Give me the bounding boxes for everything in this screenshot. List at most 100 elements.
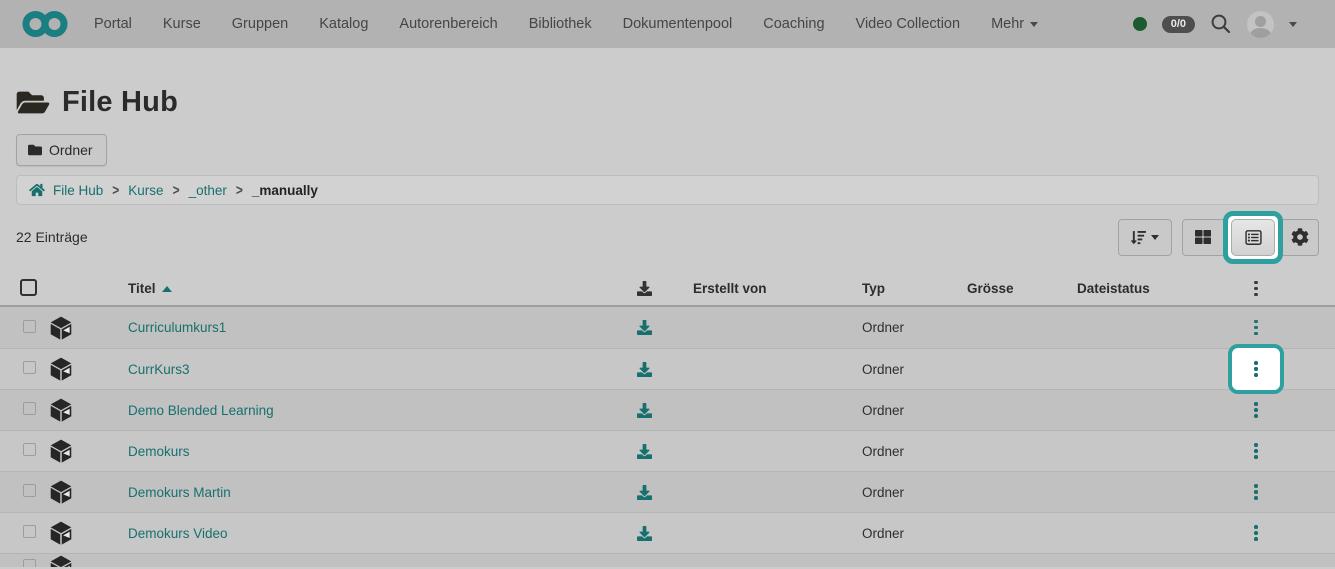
nav-item-mehr[interactable]: Mehr: [991, 16, 1039, 32]
home-icon[interactable]: [29, 183, 45, 197]
course-cube-icon: [50, 521, 72, 545]
gear-icon: [1291, 228, 1308, 246]
column-settings-icon[interactable]: [1254, 280, 1258, 297]
column-header-erstellt-von[interactable]: Erstellt von: [693, 281, 767, 296]
column-header-dateistatus[interactable]: Dateistatus: [1077, 281, 1150, 296]
breadcrumb-link-filehub[interactable]: File Hub: [53, 182, 104, 198]
download-icon[interactable]: [636, 320, 652, 335]
row-menu-icon[interactable]: [1254, 361, 1258, 377]
user-avatar[interactable]: [1247, 10, 1274, 38]
download-icon[interactable]: [636, 525, 652, 541]
grid-view-icon: [1195, 230, 1211, 244]
download-icon[interactable]: [636, 443, 652, 459]
status-badge: 0/0: [1161, 15, 1195, 33]
folder-icon: [28, 144, 42, 156]
download-icon[interactable]: [636, 402, 652, 418]
row-title-link[interactable]: Demo Blended Learning: [128, 402, 274, 418]
folder-button[interactable]: Ordner: [16, 134, 107, 166]
nav-item[interactable]: Autorenbereich: [399, 16, 498, 32]
row-title-link[interactable]: Demokurs: [128, 443, 190, 459]
course-cube-icon: [50, 555, 72, 567]
breadcrumb-current: _manually: [251, 182, 318, 198]
nav-item[interactable]: Gruppen: [231, 16, 289, 32]
row-type: Ordner: [862, 443, 905, 459]
presence-status-icon: [1132, 17, 1147, 31]
breadcrumb-separator: >: [112, 181, 120, 199]
column-header-typ[interactable]: Typ: [862, 281, 885, 296]
row-checkbox[interactable]: [23, 319, 36, 333]
breadcrumb: File Hub > Kurse > _other > _manually: [16, 175, 1319, 205]
course-cube-icon: [50, 357, 72, 381]
nav-item[interactable]: Kurse: [162, 16, 201, 32]
row-type: Ordner: [862, 402, 905, 418]
row-menu-icon[interactable]: [1254, 525, 1258, 541]
row-type: Ordner: [862, 484, 905, 500]
download-column-icon[interactable]: [636, 281, 652, 296]
settings-button[interactable]: [1280, 218, 1319, 256]
download-icon[interactable]: [636, 361, 652, 377]
table-row: CurrKurs3 Ordner: [0, 344, 1335, 394]
nav-item[interactable]: Portal: [94, 16, 132, 32]
row-checkbox[interactable]: [23, 361, 36, 374]
table-view-button[interactable]: [1231, 218, 1275, 256]
breadcrumb-separator: >: [235, 181, 243, 199]
row-checkbox[interactable]: [23, 443, 36, 456]
highlight-ring: [1223, 210, 1283, 264]
top-navbar: Portal Kurse Gruppen Katalog Autorenbereich B…: [0, 0, 1335, 48]
row-title-link[interactable]: CurrKurs3: [128, 361, 190, 377]
entries-count: 22 Einträge: [16, 229, 88, 245]
nav-items: Portal Kurse Gruppen Katalog Autorenbereich B…: [94, 16, 960, 32]
sort-button[interactable]: [1118, 218, 1172, 256]
nav-item[interactable]: Coaching: [763, 16, 825, 32]
breadcrumb-link-other[interactable]: _other: [188, 182, 227, 198]
table-row: Demokurs Martin Ordner: [0, 471, 1335, 512]
sort-amount-down-icon: [1131, 230, 1146, 244]
file-table: Titel Erstellt von Typ Grösse Dateistatu…: [0, 272, 1335, 567]
download-icon[interactable]: [636, 484, 652, 500]
folder-button-label: Ordner: [49, 142, 93, 158]
folder-open-icon: [16, 91, 50, 114]
page-title: File Hub: [62, 86, 178, 118]
nav-more-label: Mehr: [991, 16, 1025, 32]
table-row: Demokurs Ordner: [0, 430, 1335, 471]
chevron-down-icon: [1151, 234, 1159, 240]
row-title-link[interactable]: Demokurs Video: [128, 525, 228, 541]
row-type: Ordner: [862, 525, 905, 541]
row-checkbox[interactable]: [23, 402, 36, 415]
row-checkbox[interactable]: [23, 525, 36, 538]
nav-item[interactable]: Dokumentenpool: [622, 16, 733, 32]
row-menu-icon[interactable]: [1254, 319, 1258, 336]
row-title-link[interactable]: Curriculumkurs1: [128, 320, 227, 335]
chevron-down-icon: [1030, 21, 1039, 27]
table-row: Demokurs Video Ordner: [0, 512, 1335, 553]
search-icon[interactable]: [1210, 13, 1232, 35]
select-all-checkbox[interactable]: [20, 278, 37, 296]
row-title-link[interactable]: Demokurs Martin: [128, 484, 231, 500]
breadcrumb-link-kurse[interactable]: Kurse: [128, 182, 164, 198]
openolat-logo-icon[interactable]: [22, 9, 68, 39]
column-header-titel[interactable]: Titel: [118, 281, 623, 296]
row-menu-icon[interactable]: [1254, 402, 1258, 418]
table-header-row: Titel Erstellt von Typ Grösse Dateistatu…: [0, 272, 1335, 307]
breadcrumb-separator: >: [172, 181, 180, 199]
row-menu-icon[interactable]: [1254, 443, 1258, 459]
course-cube-icon: [50, 316, 72, 340]
table-list-icon: [1244, 229, 1262, 245]
table-row: Demo Blended Learning Ordner: [0, 389, 1335, 430]
nav-item[interactable]: Katalog: [319, 16, 369, 32]
user-menu-chevron-icon[interactable]: [1289, 21, 1297, 27]
course-cube-icon: [50, 480, 72, 504]
sort-ascending-icon: [161, 285, 172, 292]
row-menu-icon[interactable]: [1254, 484, 1258, 500]
grid-view-button[interactable]: [1182, 218, 1224, 256]
course-cube-icon: [50, 439, 72, 463]
row-checkbox[interactable]: [23, 559, 36, 567]
nav-item[interactable]: Video Collection: [855, 16, 961, 32]
course-cube-icon: [50, 398, 72, 422]
nav-item[interactable]: Bibliothek: [528, 16, 592, 32]
table-row-partial: [0, 553, 1335, 567]
column-header-groesse[interactable]: Grösse: [967, 281, 1014, 296]
row-checkbox[interactable]: [23, 484, 36, 497]
row-type: Ordner: [862, 320, 905, 335]
table-body: Curriculumkurs1 Ordner CurrKurs3: [0, 307, 1335, 553]
